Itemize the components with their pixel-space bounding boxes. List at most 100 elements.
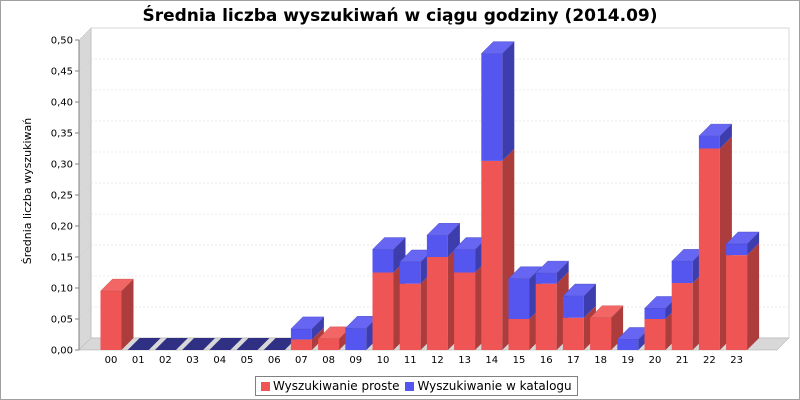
x-tick-label: 02 [159, 355, 172, 366]
bar-catalog [372, 249, 394, 273]
bar-catalog [481, 53, 503, 161]
gridline-wall [78, 306, 92, 320]
x-tick-label: 11 [404, 355, 417, 366]
bar-simple [644, 319, 666, 350]
bar-simple [399, 283, 421, 350]
bar-side-catalog [556, 261, 569, 284]
bar-catalog [698, 136, 720, 149]
y-tick-label: 0,15 [51, 253, 73, 264]
x-tick-label: 07 [295, 355, 308, 366]
bar-top-simple [100, 278, 134, 292]
bar-catalog [508, 278, 530, 319]
gridline-wall [78, 27, 92, 41]
bar-catalog [617, 339, 639, 350]
gridline-wall [78, 213, 92, 227]
bar-simple [562, 317, 584, 350]
x-tick-label: 23 [730, 355, 743, 366]
bar-top-catalog [372, 237, 406, 250]
bar-top-simple [589, 305, 624, 318]
bar-simple [671, 283, 693, 350]
bar-top-catalog [480, 41, 515, 54]
gridline-wall [78, 89, 92, 103]
bar-simple [590, 317, 612, 350]
legend-swatch-catalog [405, 381, 415, 391]
x-tick-label: 04 [213, 355, 226, 366]
bar-simple [481, 160, 503, 350]
bar-top-catalog [562, 283, 597, 297]
bar-top-catalog [698, 123, 733, 137]
bar-catalog [671, 261, 693, 284]
bar-top-empty [154, 338, 188, 350]
x-tick-label: 06 [268, 355, 281, 366]
bar-catalog [454, 249, 476, 273]
x-tick-label: 12 [431, 355, 444, 366]
bar-catalog [726, 243, 748, 256]
y-tick-label: 0,40 [51, 98, 73, 109]
bar-top-catalog [508, 266, 542, 279]
bar-side-catalog [583, 284, 596, 318]
x-tick-label: 05 [241, 355, 254, 366]
gridline-wall [78, 244, 92, 258]
bar-catalog [644, 308, 666, 319]
y-axis-label: Średnia liczba wyszukiwań [21, 118, 34, 265]
x-tick-label: 13 [458, 355, 471, 366]
bar-catalog [290, 328, 312, 340]
bar-catalog [399, 261, 421, 284]
x-tick-label: 19 [621, 355, 634, 366]
x-tick-label: 20 [649, 355, 662, 366]
bar-side-catalog [447, 223, 460, 257]
y-tick-label: 0,35 [51, 129, 73, 140]
legend-item-simple: Wyszukiwanie proste [261, 379, 399, 393]
y-tick-label: 0,45 [51, 67, 73, 78]
bar-simple [290, 339, 312, 350]
bar-side-catalog [393, 237, 406, 273]
x-tick-label: 18 [594, 355, 607, 366]
gridline-wall [78, 275, 92, 289]
bar-simple [100, 291, 122, 350]
y-tick-label: 0,10 [51, 284, 73, 295]
bar-catalog [345, 328, 367, 350]
bar-side-simple [747, 243, 760, 350]
chart-title: Średnia liczba wyszukiwań w ciągu godzin… [142, 4, 657, 26]
y-tick-label: 0,50 [51, 36, 73, 47]
bar-simple [535, 283, 557, 350]
y-tick-label: 0,30 [51, 160, 73, 171]
x-tick-label: 03 [186, 355, 199, 366]
bar-top-catalog [290, 316, 325, 330]
x-tick-label: 15 [513, 355, 526, 366]
bar-simple [726, 255, 748, 350]
gridline-wall [78, 182, 92, 196]
bar-top-catalog [426, 223, 461, 236]
bar-top-empty [182, 338, 216, 350]
bar-catalog [426, 235, 448, 257]
x-tick-label: 01 [132, 355, 145, 366]
x-tick-label: 00 [105, 355, 118, 366]
bar-top-empty [127, 338, 161, 350]
plot-area: 0,00 0,05 0,10 0,15 0,20 0,25 0,30 0,35 0,40 0,45… [51, 27, 790, 366]
bar-top-empty [209, 338, 243, 350]
bar-top-catalog [535, 260, 570, 274]
bar-top-empty [263, 338, 297, 350]
bar-simple [426, 257, 448, 350]
legend-label-simple: Wyszukiwanie proste [273, 379, 400, 393]
bar-top-empty [236, 338, 270, 350]
x-tick-label: 10 [377, 355, 390, 366]
bar-side-simple [121, 279, 134, 350]
gridline-wall [78, 120, 92, 134]
x-tick-label: 16 [540, 355, 553, 366]
bar-simple [698, 148, 720, 350]
bar-side-catalog [311, 316, 324, 340]
legend-swatch-simple [261, 381, 270, 391]
x-tick-label: 22 [703, 355, 716, 366]
x-tick-label: 17 [567, 355, 580, 366]
gridline-wall [78, 58, 92, 72]
x-tick-label: 14 [485, 355, 498, 366]
y-tick-label: 0,00 [51, 346, 73, 357]
gridline-wall [78, 151, 92, 165]
bar-simple [318, 338, 340, 350]
bar-catalog [535, 273, 557, 284]
bar-simple [372, 272, 394, 350]
y-tick-label: 0,25 [51, 191, 73, 202]
